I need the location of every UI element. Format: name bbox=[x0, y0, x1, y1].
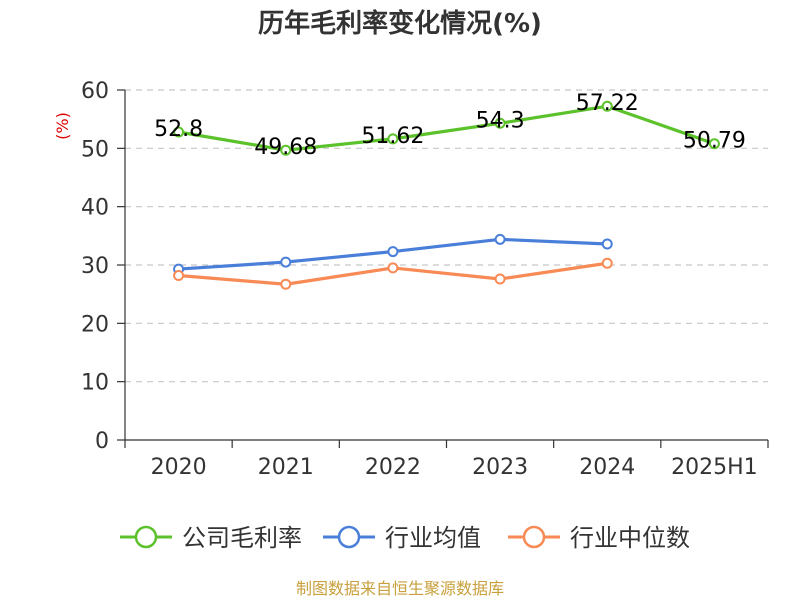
data-point bbox=[494, 233, 506, 245]
legend-label: 公司毛利率 bbox=[182, 524, 302, 552]
y-tick-label: 30 bbox=[81, 254, 109, 279]
data-label: 54.3 bbox=[476, 108, 525, 133]
data-point bbox=[387, 133, 399, 145]
x-tick-label: 2021 bbox=[258, 455, 314, 480]
data-point bbox=[173, 126, 185, 138]
y-axis-unit: (%) bbox=[53, 112, 72, 140]
data-label: 50.79 bbox=[683, 129, 746, 154]
data-point bbox=[173, 270, 185, 281]
data-label: 51.62 bbox=[361, 124, 424, 149]
y-tick-label: 0 bbox=[95, 429, 109, 454]
data-label: 49.68 bbox=[254, 135, 317, 160]
data-point bbox=[601, 238, 613, 250]
legend-marker bbox=[134, 525, 158, 549]
grid-lines bbox=[125, 89, 768, 383]
data-point bbox=[601, 100, 613, 112]
x-tick-label: 2023 bbox=[472, 455, 528, 480]
series-line-0 bbox=[178, 104, 715, 152]
x-tick-label: 2024 bbox=[579, 455, 635, 480]
source-note: 制图数据来自恒生聚源数据库 bbox=[296, 579, 504, 598]
x-tick-label: 2020 bbox=[151, 455, 207, 480]
data-point bbox=[387, 246, 399, 258]
data-point bbox=[387, 262, 399, 274]
data-point bbox=[280, 144, 292, 156]
data-label: 52.8 bbox=[154, 117, 203, 142]
legend: 公司毛利率 行业均值 行业中位数 bbox=[120, 524, 690, 552]
data-point bbox=[280, 278, 292, 290]
y-tick-label: 20 bbox=[81, 312, 109, 337]
data-label: 57.22 bbox=[576, 91, 639, 116]
data-point bbox=[708, 138, 720, 150]
y-tick-label: 60 bbox=[81, 79, 109, 104]
x-tick-label: 2022 bbox=[365, 455, 421, 480]
y-tick-label: 10 bbox=[81, 371, 109, 396]
legend-marker bbox=[337, 525, 361, 549]
x-tick-label: 2025H1 bbox=[671, 455, 758, 480]
y-tick-label: 40 bbox=[81, 196, 109, 221]
data-point bbox=[494, 117, 506, 129]
axes: 0 10 20 30 40 50 60 2020 2021 2022 2023 2024 2025H1 bbox=[81, 79, 769, 480]
y-tick-label: 50 bbox=[81, 137, 109, 162]
legend-marker bbox=[522, 525, 546, 549]
data-point bbox=[601, 257, 613, 269]
legend-label: 行业中位数 bbox=[570, 524, 690, 552]
chart-title: 历年毛利率变化情况(%) bbox=[258, 8, 542, 39]
data-point bbox=[280, 256, 292, 268]
legend-label: 行业均值 bbox=[385, 524, 481, 552]
series-group: 52.8 49.68 51.62 54.3 57.22 50.79 bbox=[154, 91, 746, 290]
data-point bbox=[494, 273, 506, 285]
